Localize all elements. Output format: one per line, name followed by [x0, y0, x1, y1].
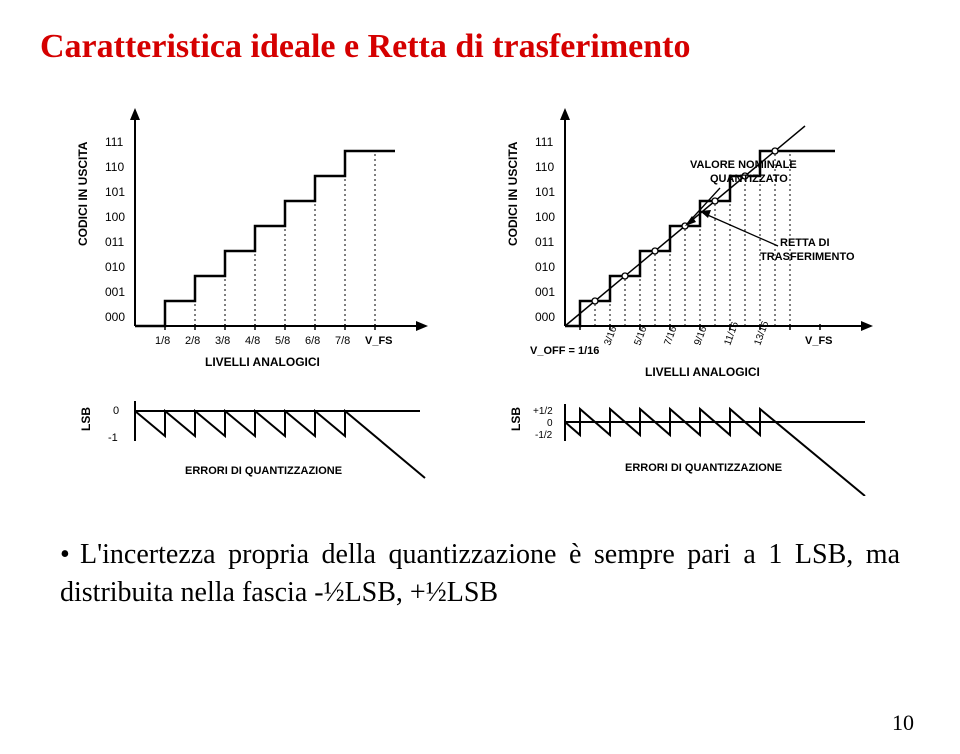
svg-text:101: 101	[535, 185, 555, 199]
svg-text:LIVELLI ANALOGICI: LIVELLI ANALOGICI	[205, 355, 320, 369]
svg-text:001: 001	[535, 285, 555, 299]
svg-text:V_FS: V_FS	[365, 335, 393, 347]
svg-text:2/8: 2/8	[185, 335, 200, 347]
svg-text:010: 010	[105, 260, 125, 274]
svg-text:V_FS: V_FS	[805, 335, 833, 347]
svg-text:001: 001	[105, 285, 125, 299]
svg-text:V_OFF = 1/16: V_OFF = 1/16	[530, 345, 599, 357]
page-number: 10	[892, 710, 914, 736]
svg-text:7/8: 7/8	[335, 335, 350, 347]
svg-text:RETTA DI: RETTA DI	[780, 237, 830, 249]
page-title: Caratteristica ideale e Retta di trasfer…	[40, 28, 920, 66]
svg-text:3/16: 3/16	[602, 325, 619, 347]
svg-text:ERRORI DI QUANTIZZAZIONE: ERRORI DI QUANTIZZAZIONE	[185, 465, 342, 477]
svg-text:9/16: 9/16	[692, 325, 709, 347]
svg-text:0: 0	[113, 405, 119, 417]
svg-text:100: 100	[105, 210, 125, 224]
svg-text:011: 011	[105, 235, 124, 249]
svg-text:010: 010	[535, 260, 555, 274]
figure-left: CODICI IN USCITA 111 110 101 100 011 010…	[65, 96, 465, 496]
svg-text:7/16: 7/16	[662, 325, 679, 347]
svg-text:TRASFERIMENTO: TRASFERIMENTO	[760, 251, 855, 263]
svg-text:011: 011	[535, 235, 554, 249]
svg-text:5/8: 5/8	[275, 335, 290, 347]
svg-text:6/8: 6/8	[305, 335, 320, 347]
svg-text:0: 0	[547, 418, 553, 429]
svg-text:CODICI IN USCITA: CODICI IN USCITA	[76, 141, 90, 246]
figure-right: CODICI IN USCITA 111 110 101 100 011 010…	[495, 96, 915, 496]
svg-text:111: 111	[535, 135, 554, 149]
svg-text:QUANTIZZATO: QUANTIZZATO	[710, 173, 788, 185]
svg-text:1/8: 1/8	[155, 335, 170, 347]
svg-text:100: 100	[535, 210, 555, 224]
svg-text:11/16: 11/16	[722, 320, 741, 347]
svg-text:4/8: 4/8	[245, 335, 260, 347]
svg-text:-1/2: -1/2	[535, 430, 553, 441]
svg-text:ERRORI DI QUANTIZZAZIONE: ERRORI DI QUANTIZZAZIONE	[625, 462, 782, 474]
svg-text:VALORE NOMINALE: VALORE NOMINALE	[690, 159, 797, 171]
svg-text:13/16: 13/16	[752, 319, 771, 347]
bullet-text: L'incertezza propria della quantizzazion…	[60, 539, 900, 608]
svg-text:101: 101	[105, 185, 125, 199]
svg-text:CODICI IN USCITA: CODICI IN USCITA	[506, 141, 520, 246]
figures-container: CODICI IN USCITA 111 110 101 100 011 010…	[60, 96, 920, 496]
svg-text:110: 110	[105, 160, 124, 174]
svg-text:111: 111	[105, 135, 124, 149]
svg-text:+1/2: +1/2	[533, 406, 553, 417]
svg-text:3/8: 3/8	[215, 335, 230, 347]
svg-text:110: 110	[535, 160, 554, 174]
svg-text:LSB: LSB	[79, 407, 93, 431]
svg-text:LSB: LSB	[509, 407, 523, 431]
svg-text:000: 000	[105, 310, 125, 324]
svg-text:5/16: 5/16	[632, 325, 649, 347]
bullet-dot: •	[60, 536, 80, 574]
svg-text:-1: -1	[108, 432, 118, 444]
svg-text:LIVELLI ANALOGICI: LIVELLI ANALOGICI	[645, 365, 760, 379]
svg-text:000: 000	[535, 310, 555, 324]
bullet-paragraph: •L'incertezza propria della quantizzazio…	[60, 536, 900, 612]
